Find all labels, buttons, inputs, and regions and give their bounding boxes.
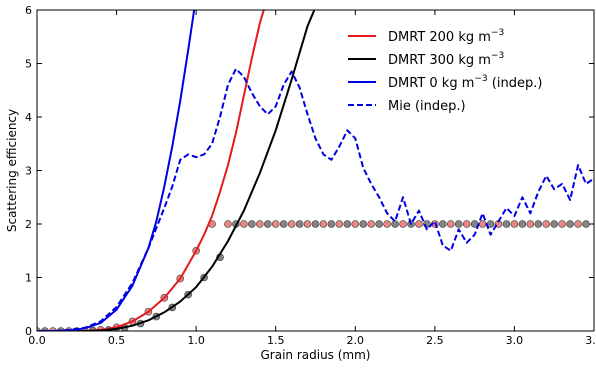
dmrt200-markers-point — [558, 220, 566, 228]
dmrt200-markers-point — [319, 220, 328, 228]
legend-label: DMRT 200 kg m−3 — [388, 28, 504, 45]
legend-label: Mie (indep.) — [388, 99, 466, 114]
dmrt200-markers-point — [367, 220, 376, 228]
x-tick-label: 1.0 — [187, 334, 205, 347]
dmrt300-markers-point — [295, 220, 304, 228]
dmrt200-markers-point — [542, 220, 551, 228]
y-tick-label: 1 — [25, 272, 32, 285]
dmrt200-markers-point — [224, 220, 232, 228]
x-tick-label: 2.5 — [426, 334, 444, 347]
dmrt200-markers-point — [510, 220, 519, 228]
y-tick-label: 2 — [25, 218, 32, 231]
series-layer — [37, 10, 594, 331]
dmrt300-markers-point — [582, 220, 590, 228]
tick-labels: 0.0 0.5 1.0 1.5 2.0 2.5 3.0 3.5 0 1 2 3 4 5 6 — [25, 4, 596, 347]
dmrt300-markers-point — [375, 220, 383, 228]
dmrt200-markers-point — [415, 220, 423, 228]
dmrt300-markers-point — [502, 220, 511, 228]
dmrt200-markers-point — [446, 220, 455, 228]
dmrt200-markers-point — [574, 220, 582, 228]
dmrt300-markers-point — [454, 220, 463, 228]
dmrt300-markers-point — [343, 220, 352, 228]
dmrt300-markers-point — [518, 220, 527, 228]
x-tick-label: 0.0 — [28, 334, 46, 347]
x-tick-label: 2.0 — [347, 334, 365, 347]
y-tick-label: 0 — [25, 325, 32, 338]
legend-label: DMRT 300 kg m−3 — [388, 51, 504, 68]
dmrt300-markers-point — [550, 220, 559, 228]
x-tick-label: 3.5 — [585, 334, 596, 347]
dmrt200-markers-point — [240, 220, 248, 228]
dmrt300-markers-point — [439, 220, 447, 228]
y-tick-label: 3 — [25, 165, 32, 178]
dmrt200-line — [37, 10, 265, 331]
dmrt200-markers-point — [462, 220, 471, 228]
marker-layer — [37, 220, 590, 331]
dmrt200-markers-point — [383, 220, 391, 228]
y-tick-label: 4 — [25, 111, 32, 124]
legend-label: DMRT 0 kg m−3 (indep.) — [388, 74, 542, 91]
y-axis-label: Scattering efficiency — [5, 109, 19, 232]
mie-line — [37, 67, 594, 331]
axis-ticks — [36, 9, 595, 332]
dmrt200-markers-point — [287, 220, 296, 228]
dmrt200-markers-point — [335, 220, 344, 228]
dmrt300-markers-point — [311, 220, 320, 228]
dmrt200-markers-point — [351, 220, 360, 228]
plot-area — [37, 10, 594, 331]
dmrt0-line — [37, 10, 196, 331]
x-axis-label: Grain radius (mm) — [261, 348, 371, 362]
y-tick-label: 5 — [25, 58, 32, 71]
dmrt300-markers-point — [263, 220, 272, 228]
dmrt300-markers-point — [566, 220, 574, 228]
dmrt300-markers-point — [391, 220, 399, 228]
dmrt300-markers-point — [248, 220, 256, 228]
dmrt200-markers-point — [526, 220, 535, 228]
dmrt200-markers-point — [399, 220, 407, 228]
dmrt200-markers-point — [303, 220, 312, 228]
dmrt300-markers-point — [534, 220, 543, 228]
dmrt300-markers-point — [359, 220, 368, 228]
dmrt200-markers-point — [271, 220, 280, 228]
dmrt300-markers-point — [327, 220, 336, 228]
dmrt300-markers-point — [279, 220, 288, 228]
dmrt200-markers-point — [255, 220, 264, 228]
x-tick-label: 1.5 — [267, 334, 285, 347]
x-tick-label: 3.0 — [506, 334, 524, 347]
dmrt200-markers-point — [478, 220, 487, 228]
y-tick-label: 6 — [25, 4, 32, 17]
plot-frame — [36, 9, 595, 332]
x-tick-label: 0.5 — [108, 334, 126, 347]
legend: DMRT 200 kg m−3 DMRT 300 kg m−3 DMRT 0 kg … — [348, 28, 542, 114]
